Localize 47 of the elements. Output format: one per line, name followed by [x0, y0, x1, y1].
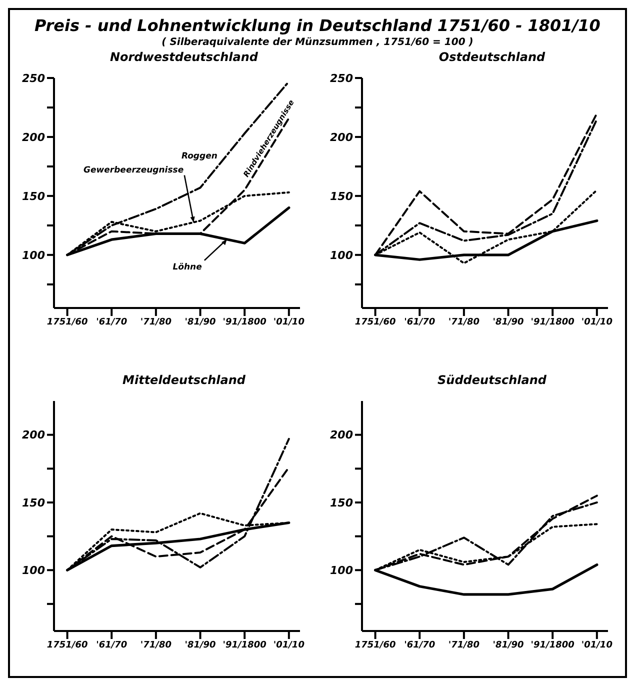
chart-title: Preis - und Lohnentwicklung in Deutschland 1751/60 - 1801/10 [34, 16, 602, 35]
x-tick-label: '01/10 [581, 317, 612, 328]
x-tick-label: '71/80 [448, 317, 480, 328]
x-tick-label: '01/10 [581, 640, 612, 650]
x-tick-label: '81/90 [492, 317, 524, 328]
x-tick-label: '81/90 [184, 317, 216, 328]
text: Gewerbeerzeugnisse [84, 165, 184, 176]
y-tick-label: 150 [22, 496, 46, 510]
x-tick-label: '71/80 [448, 640, 480, 650]
x-tick-label: '81/90 [184, 640, 216, 650]
y-tick-label: 200 [22, 130, 46, 144]
y-tick-label: 150 [22, 190, 46, 203]
x-tick-label: '01/10 [273, 317, 304, 328]
y-tick-label: 150 [330, 496, 354, 510]
y-tick-label: 100 [22, 564, 46, 578]
x-tick-label: '91/1800 [530, 640, 574, 650]
chart-subtitle: ( Silberaquivalente der Münzsummen , 1751/60 = 100 ) [160, 37, 474, 48]
x-tick-label: '01/10 [273, 640, 304, 650]
x-tick-label: '91/1800 [222, 317, 266, 328]
x-tick-label: 1751/60 [46, 317, 88, 328]
x-tick-label: 1751/60 [46, 640, 88, 650]
x-tick-label: '71/80 [140, 317, 172, 328]
text: Mitteldeutschland [122, 373, 246, 389]
x-tick-label: '61/70 [404, 640, 436, 650]
y-tick-label: 250 [330, 72, 354, 85]
x-tick-label: 1751/60 [354, 640, 396, 650]
y-tick-label: 100 [330, 248, 354, 262]
x-tick-label: '61/70 [404, 317, 436, 328]
x-tick-label: '81/90 [492, 640, 524, 650]
text: Nordwestdeutschland [108, 50, 260, 66]
x-tick-label: '71/80 [140, 640, 172, 650]
y-tick-label: 250 [22, 72, 46, 85]
y-tick-label: 200 [330, 130, 354, 144]
y-tick-label: 150 [330, 190, 354, 203]
x-tick-label: '91/1800 [222, 640, 266, 650]
x-tick-label: '61/70 [96, 640, 128, 650]
x-tick-label: 1751/60 [354, 317, 396, 328]
y-tick-label: 200 [330, 428, 354, 442]
text: Ostdeutschland [438, 50, 546, 66]
text: Löhne [172, 262, 202, 272]
y-tick-label: 100 [330, 564, 354, 578]
series-label: Roggen [181, 152, 218, 162]
y-tick-label: 200 [22, 428, 46, 442]
text: Süddeutschland [436, 373, 548, 389]
x-tick-label: '91/1800 [530, 317, 574, 328]
x-tick-label: '61/70 [96, 317, 128, 328]
y-tick-label: 100 [22, 248, 46, 262]
